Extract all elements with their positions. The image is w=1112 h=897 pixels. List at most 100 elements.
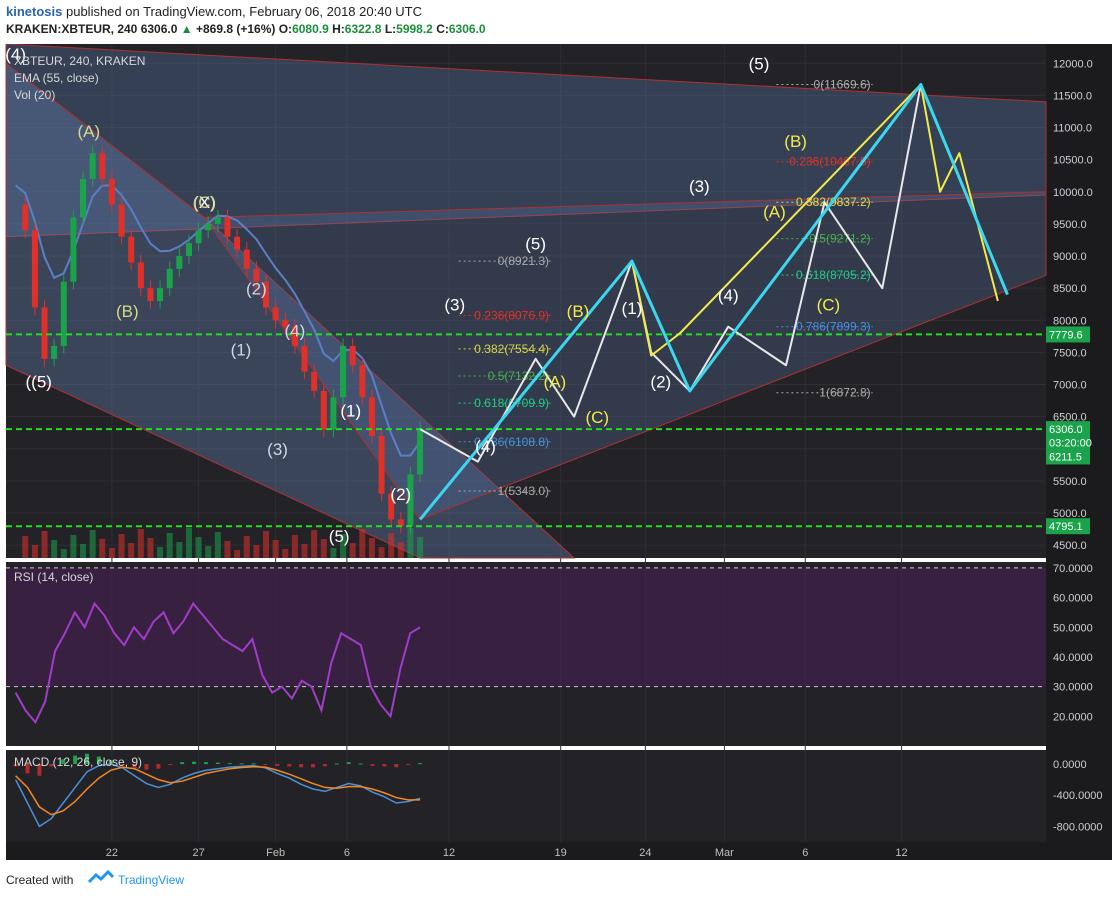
price-tick-label: 9000.0 (1053, 251, 1087, 263)
wave-label: (A) (77, 122, 100, 141)
footer: Created with TradingView (0, 862, 1112, 897)
fib-label: 1(6872.8) (819, 386, 870, 400)
close-label: C: (436, 22, 449, 36)
macd-histogram-bar (370, 764, 375, 766)
candle-body (31, 230, 38, 308)
price-tick-label: 8500.0 (1053, 283, 1087, 295)
low-label: L: (384, 22, 397, 36)
price-pane-bg (6, 44, 1046, 558)
macd-histogram-bar (382, 764, 387, 767)
up-triangle-icon: ▲ (180, 22, 193, 36)
candle-body (99, 153, 106, 179)
author-username[interactable]: kinetosis (6, 4, 63, 19)
price-tag-label: 6306.0 (1049, 424, 1083, 436)
candle-body (80, 178, 87, 218)
volume-bar (166, 533, 173, 558)
candle-body (330, 397, 337, 430)
macd-histogram-bar (394, 764, 399, 768)
wave-label: (5) (749, 55, 770, 74)
fib-label: 0(8921.3) (498, 254, 549, 268)
candle-body (359, 365, 366, 398)
candle-body (282, 320, 289, 327)
wave-label: (2) (650, 373, 671, 392)
time-tick-label: 19 (555, 847, 567, 859)
price-candles (22, 145, 424, 534)
tradingview-link[interactable]: TradingView (118, 873, 185, 887)
volume-bar (388, 533, 395, 558)
wave-label: (X) (193, 193, 216, 212)
candle-body (51, 345, 58, 359)
channels (5, 44, 1047, 559)
volume-bar (253, 545, 260, 558)
fib-label: 0.786(6108.8) (474, 435, 549, 449)
candle-body (195, 230, 202, 244)
macd-histogram-bar (25, 764, 30, 774)
price-tick-label: 7500.0 (1053, 347, 1087, 359)
volume-bar (417, 537, 424, 558)
price-change: +869.8 (+16%) (195, 22, 276, 36)
volume-bar (80, 544, 87, 558)
volume-bar (128, 543, 135, 558)
volume-bar (185, 528, 192, 558)
volume-bar (22, 536, 29, 558)
candle-body (291, 326, 298, 346)
legend-symbol: XBTEUR, 240, KRAKEN (14, 54, 145, 68)
candle-body (22, 204, 29, 231)
wave-label: ((5) (26, 373, 52, 392)
macd-histogram-bar (203, 762, 208, 765)
volume-bar (118, 534, 125, 558)
macd-histogram-bar (358, 763, 363, 765)
macd-histogram-bar (299, 764, 304, 768)
volume-bar (243, 536, 250, 558)
legend-rsi: RSI (14, close) (14, 570, 93, 584)
candle-body (417, 429, 424, 475)
rsi-pane: 70.0000 60.0000 50.0000 40.0000 30.0000 20.00… (6, 563, 1093, 725)
candle-body (340, 345, 347, 398)
macd-histogram-bar (275, 764, 280, 766)
candle-body (272, 307, 279, 321)
projection-path (418, 83, 1009, 521)
close-value: 6306.0 (448, 22, 486, 36)
macd-histogram-bar (132, 764, 137, 769)
projection-path (419, 84, 922, 463)
candle-body (157, 288, 164, 301)
macd-histogram-bar (37, 764, 42, 776)
volume-bar (147, 538, 154, 558)
wave-label: (3) (689, 177, 710, 196)
macd-histogram-bar (73, 755, 78, 765)
time-tick-label: Mar (715, 847, 734, 859)
macd-histogram-bar (85, 753, 90, 765)
time-tick-label: 24 (639, 847, 651, 859)
price-tag-label: 7779.6 (1049, 329, 1083, 341)
time-axis: 22 27 Feb 6 12 19 24 Mar 6 12 (106, 847, 908, 859)
price-tick-label: 8000.0 (1053, 315, 1087, 327)
macd-histogram-bar (13, 764, 18, 767)
wave-label: (4) (284, 321, 305, 340)
price-tags: 7779.6 6306.003:20:00 6211.5 4795.1 (1046, 326, 1092, 535)
grid-lines (6, 44, 1046, 842)
open-label: O: (278, 22, 293, 36)
macd-tick-label: -400.0000 (1053, 790, 1103, 802)
volume-bar (108, 548, 115, 558)
macd-histogram-bar (156, 764, 161, 769)
legend-macd: MACD (12, 26, close, 9) (14, 755, 142, 769)
price-tick-label: 12000.0 (1053, 58, 1093, 70)
high-value: 6322.8 (344, 22, 382, 36)
price-tag-bg (1046, 421, 1090, 438)
wave-label: (3) (267, 440, 288, 459)
macd-histogram-bar (418, 763, 423, 765)
chart-canvas[interactable]: 0(8921.3)0.236(8076.9)0.382(7554.4)0.5(7… (0, 44, 1112, 862)
macd-histogram-bar (120, 764, 125, 766)
wave-label: (1) (231, 341, 252, 360)
volume-bar (157, 547, 164, 558)
volume-bar (205, 546, 212, 558)
macd-histogram-bar (263, 764, 268, 766)
wave-label: (B) (116, 302, 139, 321)
price-tag-label: 4795.1 (1049, 521, 1083, 533)
volume-bar (224, 541, 231, 558)
symbol-label[interactable]: KRAKEN:XBTEUR, 240 (6, 22, 138, 36)
wave-label: (C) (585, 408, 609, 427)
fib-label: 0.786(7899.3) (796, 320, 871, 334)
price-tick-label: 5500.0 (1053, 476, 1087, 488)
signal-line (15, 766, 421, 816)
